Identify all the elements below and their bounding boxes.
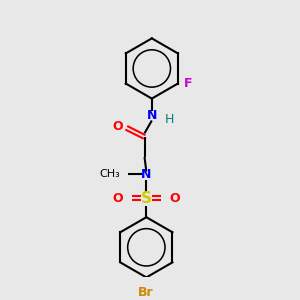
Text: O: O [169,191,180,205]
Text: O: O [113,120,123,134]
Text: F: F [184,77,193,90]
Text: CH₃: CH₃ [99,169,120,179]
Text: Br: Br [138,286,153,298]
Text: S: S [141,190,152,206]
Text: O: O [113,191,123,205]
Text: N: N [147,109,157,122]
Text: H: H [165,113,174,126]
Text: N: N [141,168,152,181]
